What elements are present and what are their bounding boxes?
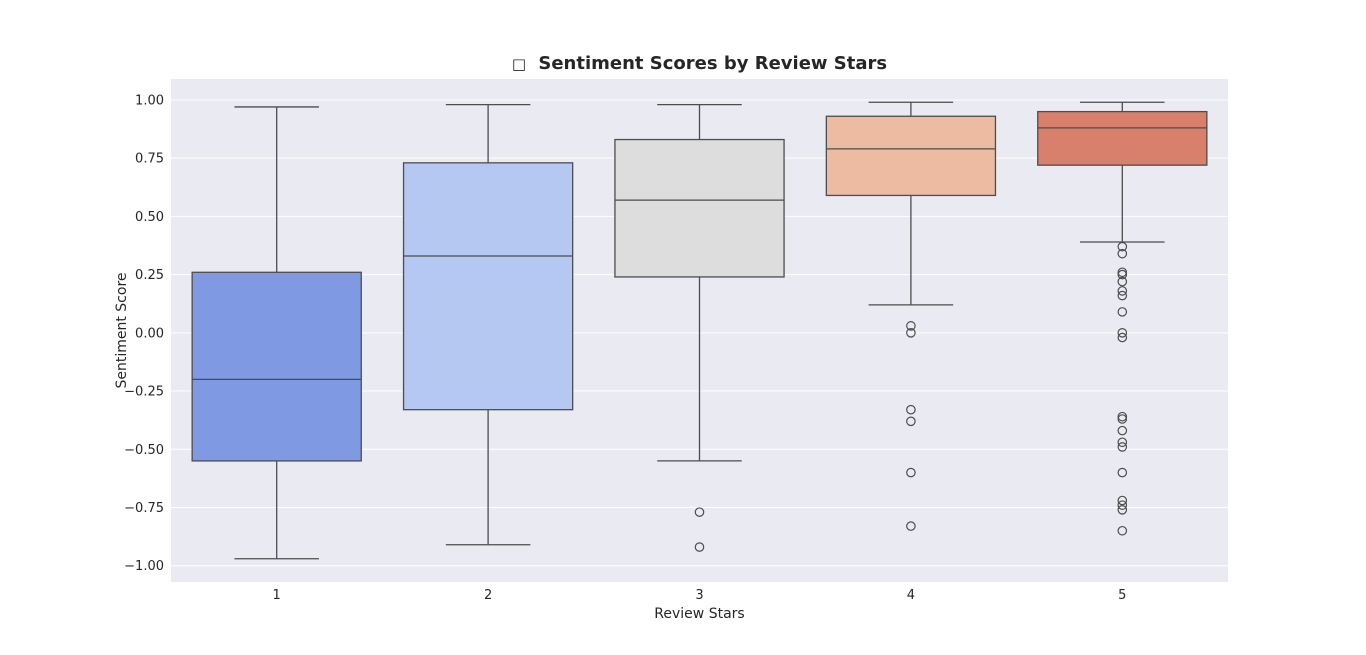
outlier-point bbox=[1117, 267, 1128, 278]
x-tick-label: 2 bbox=[484, 588, 492, 603]
iqr-box bbox=[191, 271, 362, 462]
box-group-1 bbox=[191, 106, 362, 560]
outlier-point bbox=[1117, 425, 1128, 436]
x-tick-label: 5 bbox=[1118, 588, 1126, 603]
x-tick-label: 3 bbox=[695, 588, 703, 603]
outlier-point bbox=[1117, 241, 1128, 252]
outlier-point bbox=[1117, 269, 1128, 280]
iqr-box bbox=[825, 115, 997, 197]
y-tick-label: −0.25 bbox=[124, 385, 164, 400]
outlier-point bbox=[906, 404, 916, 415]
outlier-point bbox=[1117, 290, 1128, 301]
y-tick-label: −0.75 bbox=[124, 501, 164, 516]
title-icon: □ bbox=[512, 55, 526, 73]
outlier-point bbox=[906, 467, 916, 478]
outlier-point bbox=[1117, 276, 1128, 287]
outlier-point bbox=[906, 416, 916, 427]
outlier-point bbox=[1117, 286, 1128, 296]
outlier-point bbox=[1117, 500, 1128, 510]
iqr-box bbox=[614, 138, 785, 278]
x-axis-label: Review Stars bbox=[654, 606, 744, 622]
outlier-point bbox=[1117, 332, 1128, 343]
outlier-point bbox=[1117, 414, 1128, 424]
y-axis-ticks: 1.00 0.75 0.50 0.25 0.00 −0.25 −0.50 −0.75 −1.00 bbox=[124, 93, 164, 574]
box-group-3 bbox=[614, 103, 785, 552]
x-tick-label: 1 bbox=[273, 588, 281, 603]
outlier-point bbox=[1117, 437, 1128, 448]
outlier-point bbox=[906, 521, 916, 531]
outlier-point bbox=[1117, 411, 1128, 422]
outlier-point bbox=[906, 321, 916, 331]
outlier-point bbox=[1117, 328, 1128, 338]
outlier-point bbox=[1117, 307, 1128, 317]
y-tick-label: −0.50 bbox=[124, 443, 164, 458]
outlier-point bbox=[1117, 525, 1128, 536]
box-group-5 bbox=[1037, 101, 1208, 536]
outlier-point bbox=[1117, 495, 1128, 506]
title-text: Sentiment Scores by Review Stars bbox=[538, 53, 887, 74]
outlier-point bbox=[1117, 467, 1128, 478]
chart-title: □ Sentiment Scores by Review Stars bbox=[512, 53, 887, 74]
outlier-point bbox=[1117, 248, 1128, 259]
box-group-4 bbox=[825, 101, 997, 531]
y-tick-label: 1.00 bbox=[135, 93, 164, 108]
outlier-point bbox=[694, 507, 705, 517]
box-group-2 bbox=[402, 103, 574, 546]
outlier-point bbox=[1117, 505, 1128, 515]
y-tick-label: 0.50 bbox=[135, 210, 164, 225]
x-axis-ticks: 1 2 3 4 5 bbox=[273, 588, 1127, 603]
x-tick-label: 4 bbox=[907, 588, 915, 603]
box-series bbox=[191, 101, 1208, 560]
iqr-box bbox=[1037, 110, 1208, 166]
y-tick-label: 0.25 bbox=[135, 268, 164, 283]
y-axis-label: Sentiment Score bbox=[114, 272, 130, 388]
outlier-point bbox=[694, 542, 705, 552]
outlier-point bbox=[1117, 442, 1128, 452]
iqr-box bbox=[402, 162, 574, 411]
outlier-point bbox=[906, 328, 916, 338]
y-tick-label: 0.00 bbox=[135, 326, 164, 341]
y-tick-label: 0.75 bbox=[135, 152, 164, 167]
y-tick-label: −1.00 bbox=[124, 559, 164, 574]
